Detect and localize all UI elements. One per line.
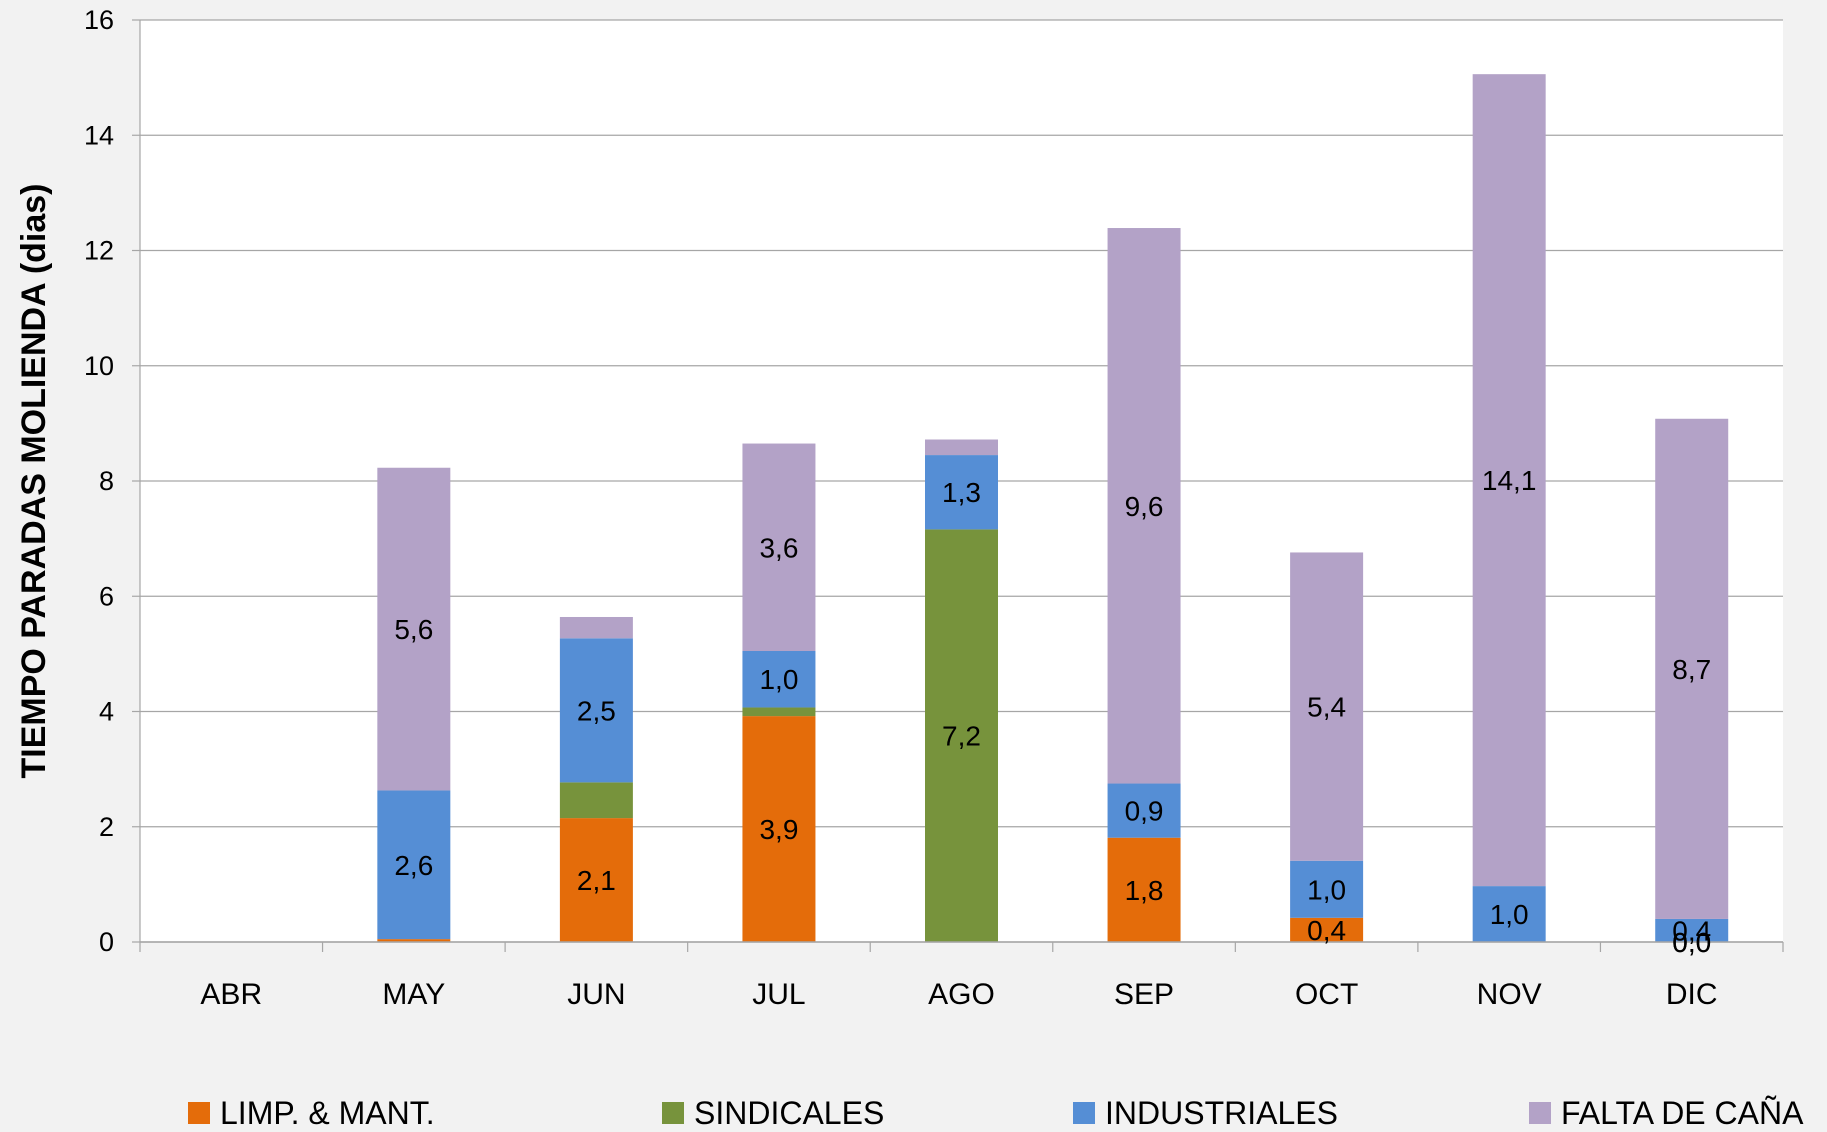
x-category-label: AGO [928, 978, 995, 1011]
data-label: 0,9 [1125, 796, 1164, 827]
y-tick-label: 2 [99, 812, 114, 842]
x-category-label: JUL [752, 978, 805, 1011]
bars [377, 74, 1729, 942]
data-label: 0,4 [1672, 915, 1711, 946]
y-tick-label: 16 [84, 5, 114, 35]
data-label: 1,0 [1490, 899, 1529, 930]
data-labels: 2,6 5,6 2,1 2,5 3,9 1,0 3,6 7,2 1,3 1,8 0,9 9,6 0,4 1… [394, 465, 1711, 958]
legend-label: SINDICALES [694, 1095, 884, 1131]
bar-segment [1290, 860, 1364, 918]
bar-segment [377, 939, 451, 942]
x-category-label: ABR [200, 978, 262, 1011]
data-label: 3,6 [759, 532, 798, 563]
bar-segment [1107, 228, 1181, 784]
y-tick-label: 14 [84, 120, 114, 150]
bar-segment [559, 638, 633, 783]
bar-segment [377, 790, 451, 940]
bar-segment [742, 650, 816, 708]
bar-segment [1655, 418, 1729, 919]
data-label: 0,0 [1672, 927, 1711, 958]
data-label: 1,8 [1125, 875, 1164, 906]
data-label: 1,0 [1307, 874, 1346, 905]
bar-segment [925, 529, 998, 942]
legend-label: FALTA DE CAÑA [1561, 1095, 1804, 1131]
legend-swatch [1529, 1102, 1551, 1124]
x-category-label: SEP [1114, 978, 1174, 1011]
data-label: 2,1 [577, 865, 616, 896]
legend-swatch [1073, 1102, 1095, 1124]
data-label: 8,7 [1672, 654, 1711, 685]
bar-segment [925, 455, 998, 530]
y-tick-label: 6 [99, 581, 114, 611]
legend: LIMP. & MANT. SINDICALES INDUSTRIALES FALTA… [188, 1095, 1804, 1131]
bar-segment [559, 616, 633, 639]
bar-segment [1107, 837, 1181, 942]
bar-segment [742, 716, 816, 942]
data-label: 9,6 [1125, 491, 1164, 522]
bar-segment [1290, 552, 1364, 861]
data-label: 3,9 [759, 814, 798, 845]
y-axis-title: TIEMPO PARADAS MOLIENDA (dias) [15, 183, 53, 778]
axes: 0 2 4 6 8 10 12 14 16 ABR MAY JUN JUL AGO SEP OCT NOV DIC [84, 5, 1784, 1011]
legend-swatch [662, 1102, 684, 1124]
legend-label: INDUSTRIALES [1105, 1095, 1338, 1131]
bar-segment [1472, 886, 1546, 942]
data-label: 14,1 [1482, 465, 1537, 496]
bar-segment [559, 782, 633, 819]
legend-swatch [188, 1102, 210, 1124]
legend-label: LIMP. & MANT. [220, 1095, 435, 1131]
y-tick-label: 12 [84, 236, 114, 266]
data-label: 5,6 [394, 614, 433, 645]
y-tick-label: 8 [99, 466, 114, 496]
bar-segment [925, 439, 998, 456]
x-category-label: JUN [567, 978, 625, 1011]
bar-segment [1655, 918, 1729, 942]
x-category-label: OCT [1295, 978, 1358, 1011]
data-label: 7,2 [942, 721, 981, 752]
data-label: 0,4 [1307, 915, 1346, 946]
data-label: 0,0 [1672, 927, 1711, 958]
bar-segment [742, 443, 816, 651]
x-category-label: DIC [1666, 978, 1718, 1011]
bar-segment [377, 467, 451, 791]
y-tick-label: 10 [84, 351, 114, 381]
data-label: 1,3 [942, 477, 981, 508]
bar-segment [742, 707, 816, 717]
y-tick-label: 0 [99, 927, 114, 957]
y-tick-label: 4 [99, 697, 114, 727]
bar-segment [1107, 783, 1181, 838]
x-category-label: MAY [382, 978, 445, 1011]
data-label: 2,5 [577, 695, 616, 726]
data-label: 2,6 [394, 850, 433, 881]
bar-segment [559, 818, 633, 942]
bar-segment [1472, 74, 1546, 887]
data-label: 5,4 [1307, 692, 1346, 723]
x-category-label: NOV [1477, 978, 1542, 1011]
data-label: 1,0 [759, 664, 798, 695]
bar-segment [1290, 917, 1364, 942]
